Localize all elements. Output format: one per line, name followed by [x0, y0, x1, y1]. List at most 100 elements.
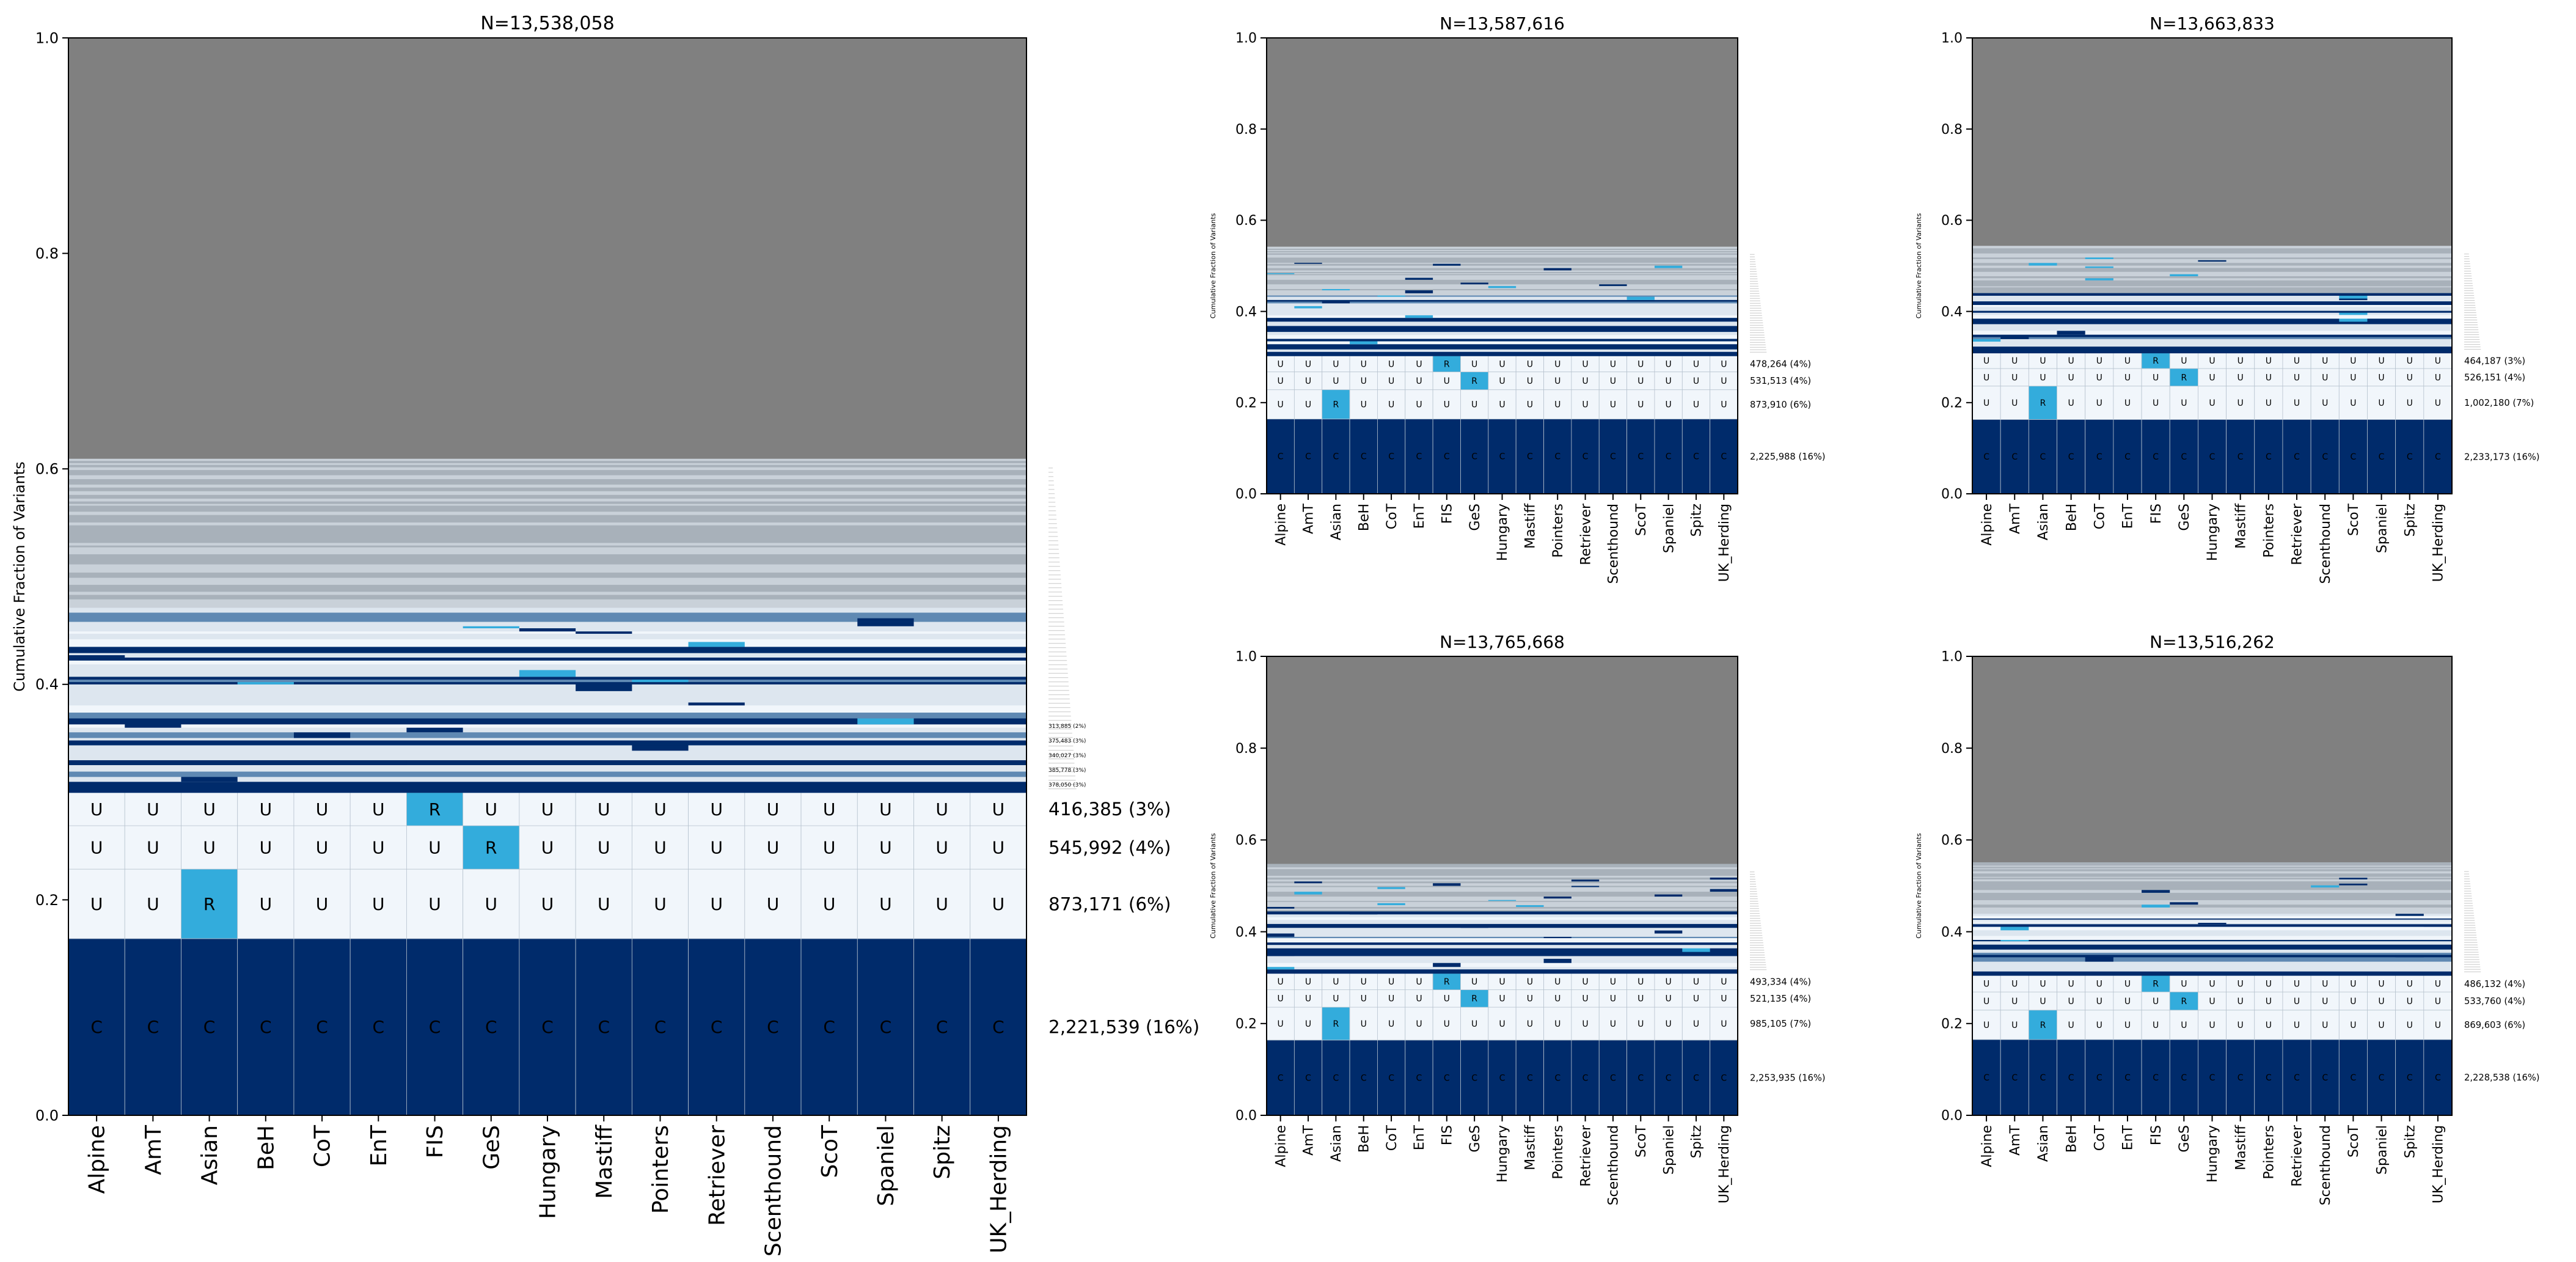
partition-band: [1972, 290, 2452, 293]
partition-cell: [1405, 277, 1433, 280]
segment-cell: [2169, 991, 2198, 1011]
partition-band: [1972, 904, 2452, 908]
segment-cell: [2000, 353, 2029, 369]
segment-label: 526,151 (4%): [2464, 373, 2525, 383]
cell-letter: U: [2294, 356, 2300, 366]
partition-band: [1267, 270, 1738, 273]
segment-cell: [2057, 386, 2086, 420]
segment-cell: [1349, 1040, 1378, 1116]
partition-band: [1972, 887, 2452, 890]
y-tick-label: 0.8: [1941, 122, 1963, 138]
cell-letter: U: [2350, 398, 2356, 408]
partition-band: [68, 519, 1026, 521]
segment-cell: [1349, 389, 1378, 420]
partition-band: [68, 776, 1026, 782]
segment-cell: [2254, 1010, 2283, 1040]
partition-cell: [632, 745, 689, 751]
partition-cell: [2000, 939, 2029, 942]
segment-label: 464,187 (3%): [2464, 356, 2525, 366]
partition-band: [68, 591, 1026, 595]
partition-band: [1972, 249, 2452, 251]
x-tick-label: GeS: [1468, 504, 1483, 531]
cell-letter: U: [2068, 1021, 2074, 1030]
segment-label: 531,513 (4%): [1750, 376, 1811, 386]
segment-cell: [1571, 1040, 1600, 1116]
partition-band: [1267, 271, 1738, 273]
cell-letter: U: [1305, 977, 1311, 987]
partition-band: [1267, 870, 1738, 871]
cell-letter: U: [2181, 980, 2187, 989]
cell-letter: U: [1554, 977, 1561, 987]
segment-cell: [2254, 991, 2283, 1011]
partition-band: [1972, 941, 2452, 945]
segment-cell: [519, 792, 576, 826]
cell-letter: C: [2124, 452, 2131, 462]
partition-band: [1972, 932, 2452, 936]
partition-band: [68, 460, 1026, 463]
cell-letter: C: [2407, 1073, 2413, 1083]
x-tick-label: Scenthound: [2318, 504, 2333, 584]
segment-cell: [2198, 419, 2227, 494]
cell-letter: U: [935, 837, 948, 857]
segment-cell: [237, 938, 295, 1116]
segment-cell: [1626, 989, 1655, 1008]
partition-band: [1972, 298, 2452, 301]
segment-cell: [970, 938, 1027, 1116]
partition-band: [1267, 282, 1738, 285]
partition-band: [68, 475, 1026, 478]
segment-cell: [2057, 991, 2086, 1011]
partition-band: [1267, 252, 1738, 254]
partition-band: [68, 533, 1026, 537]
cell-letter: U: [1721, 977, 1727, 987]
partition-band: [1267, 865, 1738, 868]
cell-letter: C: [2294, 452, 2300, 462]
segment-labels: 2,228,538 (16%) 869,603 (6%) 533,760 (4%) 4…: [2464, 979, 2540, 1083]
segment-cell: [2141, 353, 2170, 369]
cell-letter: U: [1499, 994, 1505, 1004]
partition-band: [1972, 274, 2452, 277]
partition-band: [68, 594, 1026, 600]
cell-letter: U: [1416, 994, 1422, 1004]
x-tick-label: Retriever: [704, 1125, 730, 1226]
x-tick-label: Asian: [2036, 1125, 2051, 1162]
cell-letter: U: [428, 837, 441, 857]
segment-cell: [1293, 372, 1323, 391]
cell-letter: U: [1305, 359, 1311, 369]
cell-letter: C: [2181, 1073, 2187, 1083]
partition-band: [68, 557, 1026, 562]
partition-band: [1267, 299, 1738, 302]
partition-cell: [2142, 889, 2170, 893]
partition-band: [1972, 873, 2452, 875]
partition-cell: [632, 679, 689, 683]
segment-cell: [406, 938, 464, 1116]
cell-letter: U: [1637, 400, 1644, 410]
partition-cell: [1543, 268, 1572, 271]
x-tick-label: Asian: [197, 1125, 222, 1185]
cell-letter: U: [2153, 997, 2159, 1007]
x-tick-label: EnT: [367, 1124, 392, 1167]
cell-letter: C: [316, 1017, 328, 1037]
cell-letter: U: [1721, 376, 1727, 386]
partition-band: [1267, 889, 1738, 892]
x-tick-label: Spitz: [1689, 1125, 1705, 1158]
cell-letter: C: [2350, 452, 2356, 462]
partition-band: [1972, 262, 2452, 266]
cell-letter: C: [1388, 1073, 1394, 1083]
cell-letter: U: [1444, 376, 1450, 386]
partition-band: [68, 538, 1026, 540]
segment-label: 869,603 (6%): [2464, 1020, 2525, 1030]
partition-band: [68, 549, 1026, 554]
partition-band: [1267, 881, 1738, 884]
cell-letter: U: [2294, 398, 2300, 408]
partition-cell: [237, 681, 294, 684]
partition-cell: [576, 631, 632, 634]
segment-cell: [913, 825, 971, 870]
partition-band: [1267, 909, 1738, 912]
segment-cell: [2367, 1039, 2396, 1116]
partition-band: [1972, 923, 2452, 927]
cell-letter: U: [1416, 376, 1422, 386]
partition-band: [68, 572, 1026, 576]
segment-cell: [1488, 419, 1517, 494]
partition-band: [1972, 301, 2452, 306]
segment-cell: [2169, 353, 2198, 369]
